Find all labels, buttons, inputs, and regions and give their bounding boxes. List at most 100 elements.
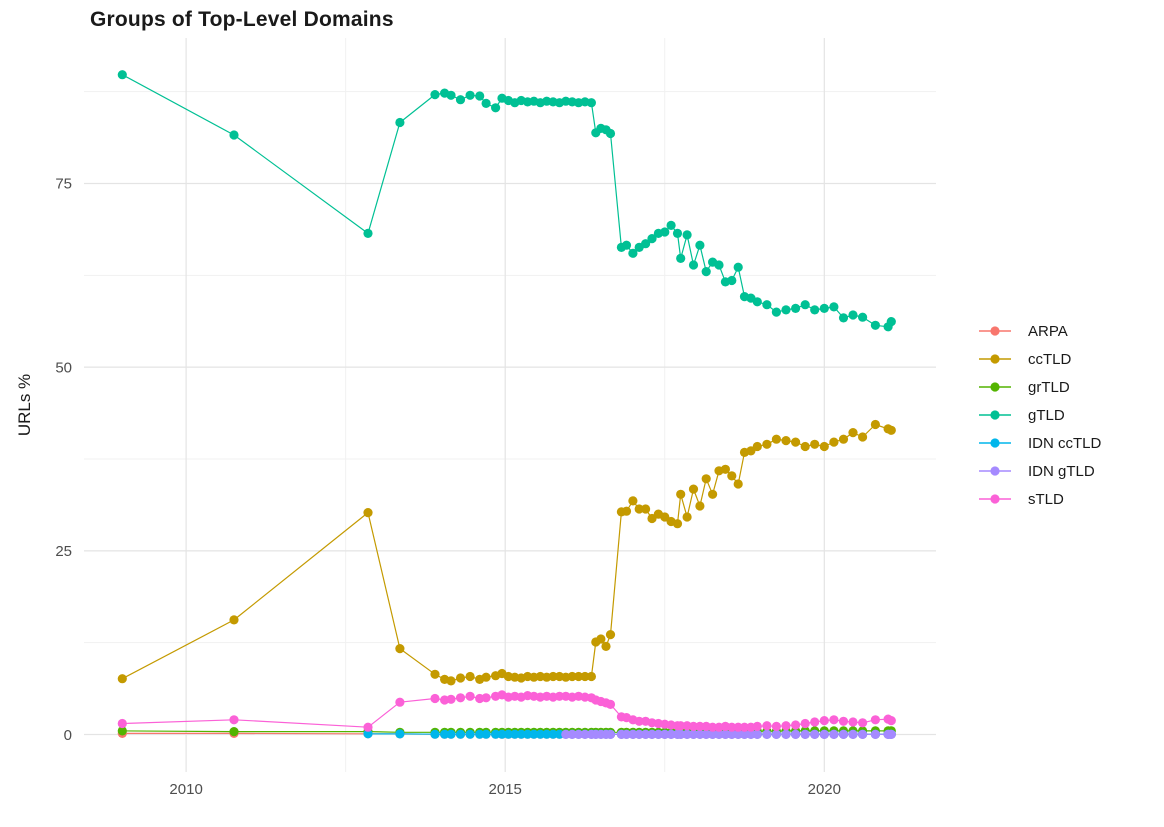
legend-item-idn-gtld: IDN gTLD: [978, 461, 1101, 481]
data-point: [529, 729, 539, 739]
data-point: [733, 479, 743, 489]
data-point: [535, 729, 545, 739]
data-point: [363, 507, 373, 518]
y-tick-label: 0: [64, 727, 72, 744]
data-point: [455, 693, 466, 703]
data-point: [465, 671, 475, 682]
legend-item-grtld: grTLD: [978, 377, 1101, 397]
data-point: [848, 428, 858, 438]
data-point: [810, 439, 820, 449]
data-point: [819, 729, 829, 740]
legend-item-cctld: ccTLD: [978, 349, 1101, 369]
data-point: [481, 729, 491, 739]
series-points-gtld: [117, 70, 896, 332]
series-points-stld: [117, 690, 896, 732]
data-point: [838, 729, 849, 740]
x-tick-label: 2020: [808, 781, 841, 798]
legend-key-dot: [990, 410, 1000, 420]
data-point: [363, 228, 373, 238]
data-point: [688, 260, 699, 270]
data-point: [475, 729, 485, 739]
y-tick-label: 25: [55, 543, 72, 560]
data-point: [791, 437, 801, 447]
major-gridlines: [84, 38, 936, 772]
data-point: [682, 230, 692, 240]
data-point: [781, 436, 791, 446]
data-point: [430, 693, 440, 704]
data-point: [586, 671, 597, 682]
axis-labels: 0 25 50 75 2010 2015 2020: [55, 176, 841, 798]
data-point: [641, 504, 651, 514]
data-point: [605, 128, 616, 139]
data-point: [858, 312, 868, 322]
legend-key-dot: [990, 326, 1000, 336]
data-point: [605, 699, 616, 710]
data-point: [516, 729, 526, 739]
data-point: [605, 729, 616, 740]
legend-label: ccTLD: [1028, 350, 1072, 368]
data-point: [714, 729, 724, 740]
data-point: [771, 434, 782, 444]
data-point: [641, 729, 651, 740]
data-point: [430, 729, 440, 739]
data-point: [676, 489, 686, 499]
data-point: [752, 729, 762, 740]
data-point: [647, 513, 657, 524]
data-point: [733, 262, 743, 272]
legend-key-dot: [990, 466, 1000, 476]
x-tick-label: 2015: [489, 781, 522, 798]
data-point: [695, 729, 705, 740]
data-point: [574, 729, 584, 740]
data-point: [672, 519, 683, 529]
data-point: [395, 644, 405, 654]
data-point: [870, 729, 881, 740]
legend-key-dot: [990, 382, 1000, 392]
data-point: [701, 729, 711, 740]
legend-key-icon: [978, 377, 1012, 397]
data-point: [838, 434, 849, 444]
data-point: [870, 715, 881, 725]
data-point: [503, 729, 513, 739]
data-point: [819, 441, 829, 452]
data-point: [117, 70, 127, 80]
legend-label: IDN ccTLD: [1028, 434, 1102, 452]
data-point: [465, 90, 475, 100]
data-point: [465, 729, 475, 739]
legend: ARPA ccTLD grTLD gTLD IDN ccTLD IDN gTLD sTLD: [978, 321, 1101, 509]
series-lines: [121, 74, 892, 736]
data-point: [628, 496, 638, 506]
data-point: [554, 691, 565, 701]
data-point: [800, 300, 810, 310]
data-point: [800, 729, 810, 740]
data-point: [580, 729, 590, 740]
data-point: [229, 130, 239, 140]
data-point: [688, 484, 699, 494]
data-point: [762, 729, 772, 740]
data-point: [561, 729, 571, 740]
data-point: [688, 721, 699, 732]
data-point: [708, 489, 718, 499]
data-point: [886, 716, 896, 726]
data-point: [848, 717, 858, 727]
legend-key-icon: [978, 321, 1012, 341]
data-point: [781, 729, 791, 740]
minor-gridlines: [84, 38, 936, 772]
data-point: [746, 446, 756, 456]
data-point: [601, 641, 611, 652]
data-point: [829, 302, 839, 312]
data-point: [762, 300, 772, 310]
series-points: [117, 70, 896, 740]
data-point: [567, 671, 577, 682]
data-point: [481, 98, 491, 108]
data-point: [848, 310, 858, 320]
data-point: [229, 715, 239, 725]
data-point: [682, 729, 692, 740]
data-point: [886, 317, 896, 327]
data-point: [491, 729, 501, 739]
data-point: [455, 95, 466, 105]
legend-item-stld: sTLD: [978, 489, 1101, 509]
data-point: [574, 671, 584, 682]
data-point: [838, 313, 849, 323]
data-point: [858, 718, 868, 728]
data-point: [771, 729, 782, 740]
